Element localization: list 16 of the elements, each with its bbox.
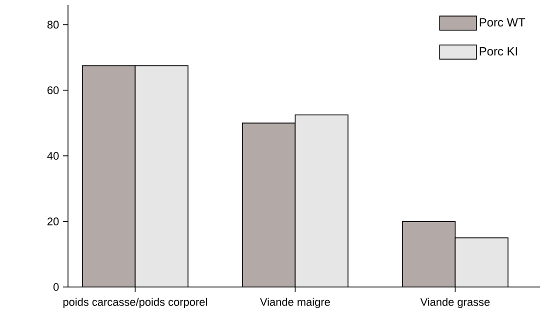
- legend-label: Porc KI: [480, 47, 517, 56]
- x-tick-label: Viande maigre: [260, 298, 330, 308]
- bar: [295, 114, 348, 287]
- x-tick-label: poids carcasse/poids corporel: [63, 298, 207, 308]
- y-tick-label: 0: [53, 283, 59, 291]
- bar: [135, 66, 188, 287]
- bar: [242, 123, 296, 287]
- bar: [402, 221, 456, 287]
- y-tick-label: 20: [48, 218, 59, 226]
- bar: [454, 237, 508, 287]
- y-tick-label: 60: [48, 86, 59, 94]
- x-tick-label: Viande grasse: [420, 298, 490, 308]
- y-tick-label: 80: [47, 20, 59, 29]
- bar: [82, 66, 136, 287]
- legend-label: Porc WT: [480, 18, 526, 27]
- y-tick-label: 40: [47, 152, 59, 160]
